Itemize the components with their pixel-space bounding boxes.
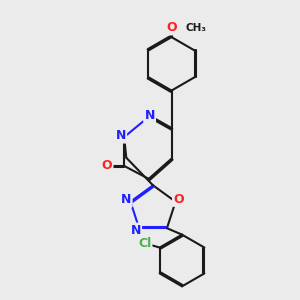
Text: N: N — [116, 129, 126, 142]
Text: N: N — [144, 109, 155, 122]
Text: N: N — [130, 224, 141, 237]
Text: N: N — [121, 194, 131, 206]
Text: Cl: Cl — [138, 237, 151, 250]
Text: O: O — [166, 21, 177, 34]
Text: O: O — [102, 159, 112, 172]
Text: CH₃: CH₃ — [185, 23, 206, 33]
Text: O: O — [173, 193, 184, 206]
